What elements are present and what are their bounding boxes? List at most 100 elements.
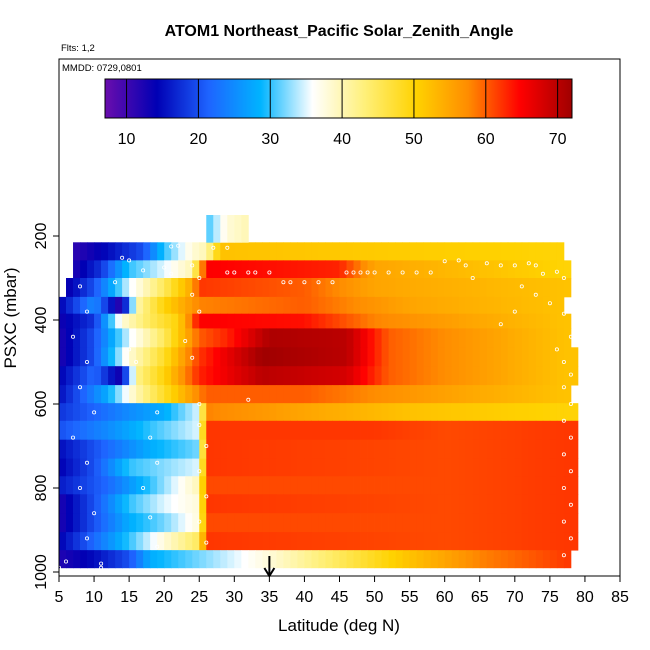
heatmap-bin-8-cell — [346, 385, 354, 404]
heatmap-bin-16-cell — [311, 532, 319, 551]
heatmap-bin-13-cell — [542, 476, 551, 495]
heatmap-bin-1-cell — [423, 260, 432, 279]
sample-point — [183, 338, 188, 343]
heatmap-bin-17-cell — [171, 550, 179, 569]
sample-point — [78, 485, 83, 490]
heatmap-bin-13-cell — [395, 476, 404, 495]
heatmap-bin-4-cell — [297, 313, 305, 329]
heatmap-bin-6-cell — [206, 347, 214, 367]
heatmap-bin-7-cell — [542, 366, 551, 386]
sample-point — [120, 255, 125, 260]
heatmap-bin-15-cell — [563, 513, 572, 533]
heatmap-bin-6-cell — [157, 347, 165, 367]
heatmap-bin-17-cell — [346, 550, 354, 569]
heatmap-bin-8-cell — [108, 385, 116, 404]
heatmap-bin-2-cell — [213, 278, 221, 298]
heatmap-bin-8-cell — [507, 385, 516, 404]
heatmap-bin-12-cell — [241, 458, 249, 477]
heatmap-bin-11-cell — [563, 439, 572, 459]
heatmap-bin-14-cell — [297, 494, 305, 514]
heatmap-bin-4-cell — [206, 313, 214, 329]
y-axis-label: PSXC (mbar) — [1, 267, 20, 368]
heatmap-bin-8-cell — [136, 385, 144, 404]
heatmap-bin-8-cell — [395, 385, 404, 404]
heatmap-bin-10-cell — [493, 420, 502, 441]
heatmap-bin-15-cell — [528, 513, 537, 533]
heatmap-bin-6-cell — [402, 347, 411, 367]
heatmap-bin-11-cell — [262, 439, 270, 459]
heatmap-bin-2-cell — [395, 278, 404, 298]
heatmap-bin-9-cell — [528, 403, 537, 422]
heatmap-bin-3-cell — [514, 296, 523, 315]
heatmap-bin-9-cell — [192, 403, 200, 422]
heatmap-bin-10-cell — [430, 420, 439, 441]
heatmap-bin-3-cell — [297, 296, 305, 315]
heatmap-bin-13-cell — [241, 476, 249, 495]
sample-point — [169, 271, 174, 276]
sample-point — [533, 292, 538, 297]
heatmap-bin-9-cell — [458, 403, 467, 422]
heatmap-bin-13-cell — [80, 476, 88, 495]
heatmap-bin-17-cell — [206, 550, 214, 569]
heatmap-bin-3-cell — [507, 296, 516, 315]
sample-point — [190, 355, 195, 360]
heatmap-bin-15-cell — [479, 513, 488, 533]
heatmap-bin-1-cell — [409, 260, 418, 279]
heatmap-bin-12-cell — [339, 458, 347, 477]
heatmap-bin-7-cell — [248, 366, 256, 386]
heatmap-bin-7-cell — [276, 366, 284, 386]
heatmap-bin-6-cell — [500, 347, 509, 367]
heatmap-bin-15-cell — [388, 513, 396, 533]
heatmap-bin-4-cell — [437, 313, 446, 329]
heatmap-bin-0-cell — [444, 242, 453, 261]
heatmap-bin-8-cell — [199, 385, 207, 404]
heatmap-bin-5-cell — [437, 328, 446, 348]
sample-point — [561, 275, 566, 280]
heatmap-bin-3-cell — [486, 296, 495, 315]
heatmap-bin-2-cell — [101, 278, 109, 298]
heatmap-bin-17-cell — [528, 550, 537, 569]
heatmap-bin-7-cell — [108, 366, 116, 386]
heatmap-bin-14-cell — [535, 494, 544, 514]
heatmap-bin-5-cell — [402, 328, 411, 348]
heatmap-bin-9-cell — [227, 403, 235, 422]
heatmap-bin-6-cell — [458, 347, 467, 367]
heatmap-bin-10-cell — [367, 420, 375, 441]
heatmap-bin-13-cell — [416, 476, 425, 495]
heatmap-bin-16-cell — [178, 532, 186, 551]
heatmap-bin-3-cell — [262, 296, 270, 315]
heatmap-bin-12-cell — [101, 458, 109, 477]
heatmap-bin-1-cell — [206, 260, 214, 279]
heatmap-bin-0-cell — [549, 242, 558, 261]
heatmap-bin-14-cell — [115, 494, 123, 514]
heatmap-bin-7-cell — [213, 366, 221, 386]
heatmap-bin-16-cell — [339, 532, 347, 551]
heatmap-bin-4-cell — [353, 313, 361, 329]
heatmap-bin-2-cell — [276, 278, 284, 298]
heatmap-bin-8-cell — [241, 385, 249, 404]
heatmap-bin-9-cell — [332, 403, 340, 422]
heatmap-bin-13-cell — [206, 476, 214, 495]
heatmap-bin-16-cell — [73, 532, 81, 551]
sample-point — [498, 322, 503, 327]
heatmap-bin-7-cell — [227, 366, 235, 386]
heatmap-bin-14-cell — [409, 494, 418, 514]
heatmap-bin-3-cell — [458, 296, 467, 315]
x-tick-label: 5 — [55, 589, 64, 606]
heatmap-bin-12-cell — [388, 458, 396, 477]
heatmap-bin-4-cell — [507, 313, 516, 329]
heatmap-bin-10-cell — [269, 420, 277, 441]
heatmap-bin-7-cell — [514, 366, 523, 386]
heatmap-bin-7-cell — [339, 366, 347, 386]
sample-point — [344, 270, 349, 275]
sample-point — [568, 536, 573, 541]
heatmap-bin-11-cell — [318, 439, 326, 459]
sample-point — [512, 309, 517, 314]
heatmap-bin-3-cell — [367, 296, 375, 315]
heatmap-bin-15-cell — [535, 513, 544, 533]
heatmap-bin-7-cell — [395, 366, 404, 386]
x-axis: 5 10 15 20 25 30 35 40 45 50 55 60 65 70 75 80 85 — [55, 576, 629, 606]
heatmap-bin-0-cell — [353, 242, 361, 261]
heatmap-bin-2-cell — [507, 278, 516, 298]
heatmap-bin-1-cell — [318, 260, 326, 279]
